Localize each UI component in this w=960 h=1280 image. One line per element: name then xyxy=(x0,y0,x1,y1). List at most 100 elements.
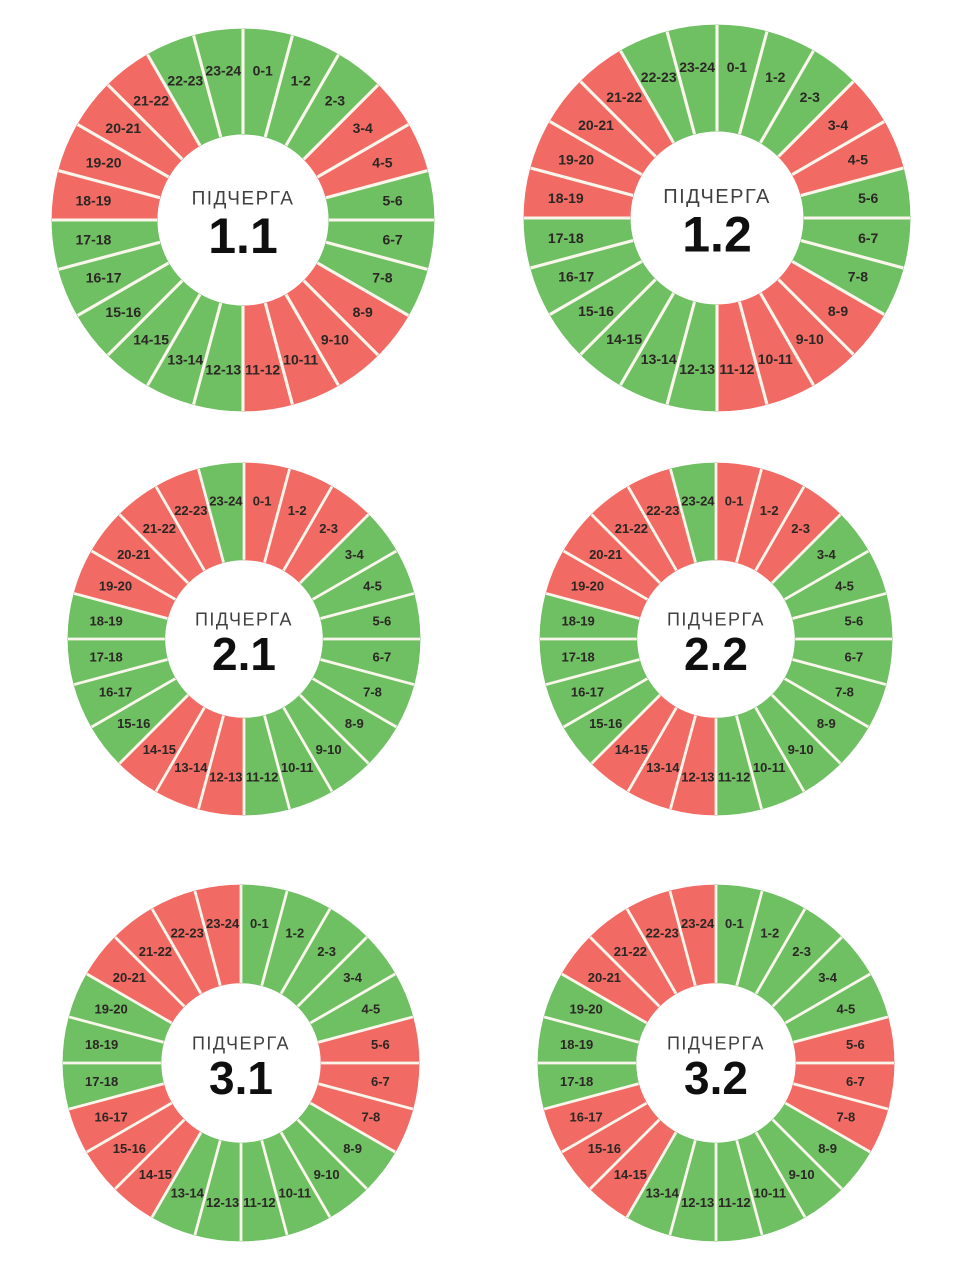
divider-line xyxy=(590,513,661,584)
hour-segment-label: 10-11 xyxy=(754,1185,787,1200)
hour-segment-label: 12-13 xyxy=(679,361,715,377)
hour-segment-label: 19-20 xyxy=(86,154,122,170)
hour-segment-label: 17-18 xyxy=(85,1074,118,1089)
hour-segment-label: 13-14 xyxy=(646,1185,680,1200)
hour-segment-label: 1-2 xyxy=(760,926,779,941)
divider-line xyxy=(543,1015,639,1044)
segment-dividers xyxy=(52,29,434,411)
center-subqueue-number: 2.1 xyxy=(212,628,276,680)
hour-segment-label: 2-3 xyxy=(792,944,811,959)
divider-line xyxy=(282,485,334,572)
divider-line xyxy=(260,1140,289,1236)
hour-segment-label: 23-24 xyxy=(679,59,715,75)
hour-segment-label: 3-4 xyxy=(818,970,838,985)
hour-segment-label: 18-19 xyxy=(561,613,594,628)
divider-line xyxy=(90,549,177,601)
hour-segment-label: 14-15 xyxy=(143,742,176,757)
divider-line xyxy=(562,677,649,729)
donut-chart-1.2: 0-1 1-2 2-3 3-4 4-5 5-6 6-7 7-8 8-99-1010-1111-1… xyxy=(523,24,911,412)
hour-segment-label: 12-13 xyxy=(681,769,714,784)
hour-segment-label: 1-2 xyxy=(760,503,779,518)
divider-line xyxy=(73,592,168,620)
hour-segment-label: 1-2 xyxy=(288,503,307,518)
divider-line xyxy=(777,278,855,356)
center-title: ПІДЧЕРГА xyxy=(195,610,293,630)
hour-segment-label: 16-17 xyxy=(569,1109,602,1124)
hour-segment-label: 13-14 xyxy=(167,351,203,367)
divider-line xyxy=(619,50,675,144)
divider-line xyxy=(579,278,657,356)
hour-segment-label: 14-15 xyxy=(614,1167,647,1182)
divider-line xyxy=(114,1118,186,1190)
hour-segment-label: 12-13 xyxy=(681,1195,714,1210)
divider-line xyxy=(783,549,870,601)
hour-segment-label: 21-22 xyxy=(133,92,169,108)
hour-segment-label: 3-4 xyxy=(345,547,365,562)
divider-line xyxy=(800,166,904,198)
divider-line xyxy=(771,936,843,1008)
divider-line xyxy=(284,53,340,147)
divider-line xyxy=(545,592,640,620)
divider-line xyxy=(58,240,161,271)
divider-line xyxy=(619,292,675,386)
hour-segment-label: 6-7 xyxy=(371,1074,390,1089)
hour-segment-label: 16-17 xyxy=(558,268,594,284)
divider-line xyxy=(589,1118,661,1190)
hour-segment-label: 9-10 xyxy=(788,742,814,757)
divider-line xyxy=(771,694,842,765)
hour-segment-label: 7-8 xyxy=(372,270,392,286)
hour-segment-label: 8-9 xyxy=(353,304,373,320)
divider-line xyxy=(263,35,294,138)
divider-line xyxy=(73,658,168,686)
hour-segment-label: 8-9 xyxy=(343,1141,362,1156)
center-title: ПІДЧЕРГА xyxy=(192,189,295,210)
hour-segment-label: 4-5 xyxy=(848,152,868,168)
hour-segment-label: 11-12 xyxy=(718,1195,751,1210)
divider-line xyxy=(626,485,678,572)
divider-line xyxy=(625,908,678,995)
hour-segment-label: 3-4 xyxy=(828,117,848,133)
divider-line xyxy=(530,166,634,198)
divider-line xyxy=(86,1101,173,1154)
hour-segment-label: 22-23 xyxy=(646,926,679,941)
divider-line xyxy=(197,468,225,563)
divider-line xyxy=(146,53,202,147)
divider-line xyxy=(282,706,334,793)
divider-line xyxy=(759,50,815,144)
hour-segment-label: 7-8 xyxy=(363,685,382,700)
hour-segment-label: 18-19 xyxy=(560,1037,593,1052)
hour-segment-label: 8-9 xyxy=(828,303,848,319)
divider-line xyxy=(309,972,396,1025)
divider-line xyxy=(625,1131,678,1218)
hour-segment-label: 10-11 xyxy=(281,760,314,775)
hour-segment-label: 18-19 xyxy=(548,190,584,206)
hour-segment-label: 10-11 xyxy=(279,1185,312,1200)
hour-segment-label: 19-20 xyxy=(569,1002,602,1017)
hour-segment-label: 9-10 xyxy=(789,1167,815,1182)
divider-line xyxy=(154,706,206,793)
hour-segment-label: 20-21 xyxy=(589,547,622,562)
divider-line xyxy=(665,301,697,405)
divider-line xyxy=(192,302,223,405)
segments xyxy=(537,884,895,1242)
divider-line xyxy=(545,658,640,686)
divider-line xyxy=(76,123,170,179)
hour-segment-label: 9-10 xyxy=(314,1167,340,1182)
hour-segment-label: 15-16 xyxy=(589,716,622,731)
hour-segment-label: 17-18 xyxy=(89,650,122,665)
segments xyxy=(51,28,435,412)
divider-line xyxy=(800,238,904,270)
divider-line xyxy=(784,972,871,1025)
divider-line xyxy=(263,715,291,810)
divider-line xyxy=(562,549,649,601)
hour-segment-label: 15-16 xyxy=(588,1141,621,1156)
hour-segment-label: 3-4 xyxy=(817,547,837,562)
hour-segment-label: 13-14 xyxy=(174,760,208,775)
hour-segment-label: 5-6 xyxy=(845,613,864,628)
hour-segment-label: 3-4 xyxy=(353,120,373,136)
hour-segment-label: 4-5 xyxy=(363,578,382,593)
hour-segment-label: 11-12 xyxy=(719,361,754,377)
divider-line xyxy=(754,908,807,995)
divider-line xyxy=(311,677,398,729)
divider-line xyxy=(791,260,885,316)
